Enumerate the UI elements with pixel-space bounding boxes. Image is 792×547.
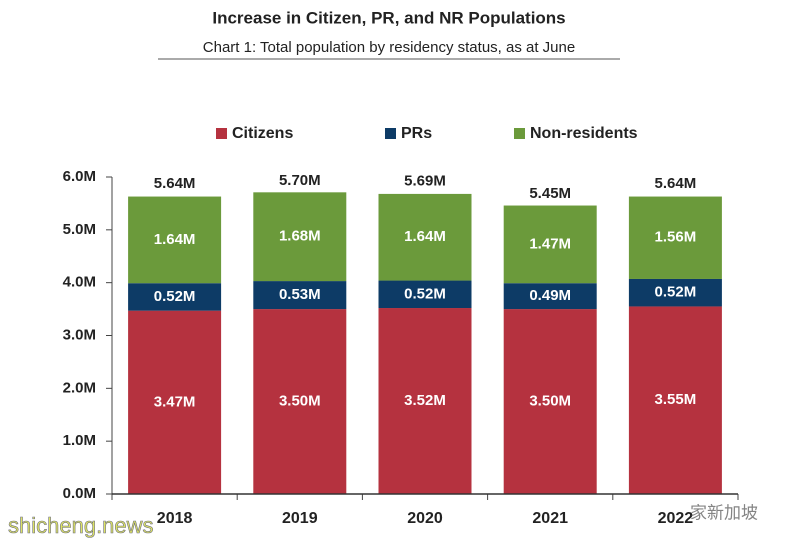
y-tick-label: 6.0M — [63, 168, 96, 185]
chart-subtitle: Chart 1: Total population by residency s… — [203, 39, 575, 56]
total-label: 5.45M — [529, 185, 571, 202]
data-label: 0.53M — [279, 286, 321, 303]
total-label: 5.70M — [279, 172, 321, 189]
bar-segment — [628, 306, 722, 494]
bar-segment — [628, 196, 722, 279]
x-tick-label: 2019 — [282, 510, 318, 527]
bar-segment — [253, 281, 347, 310]
bar-segment — [378, 280, 472, 309]
watermark: 家新加坡 — [690, 503, 758, 522]
legend-label: PRs — [401, 125, 432, 142]
bar-segment — [253, 192, 347, 282]
bar-segment — [503, 205, 597, 284]
x-tick-label: 2022 — [658, 510, 694, 527]
legend-label: Citizens — [232, 125, 293, 142]
total-label: 5.64M — [154, 175, 196, 192]
data-label: 0.52M — [154, 288, 196, 305]
legend-swatch — [514, 128, 525, 139]
data-label: 0.52M — [655, 284, 697, 301]
data-label: 3.50M — [529, 393, 571, 410]
bar-segment — [128, 196, 222, 284]
data-label: 0.49M — [529, 287, 571, 304]
watermark: shicheng.news — [8, 513, 154, 538]
y-tick-label: 4.0M — [63, 274, 96, 291]
x-tick-label: 2018 — [157, 510, 193, 527]
bar-segment — [503, 283, 597, 310]
data-label: 1.64M — [154, 231, 196, 248]
total-label: 5.69M — [404, 172, 446, 189]
data-label: 1.64M — [404, 228, 446, 245]
chart-title: Increase in Citizen, PR, and NR Populati… — [212, 8, 565, 27]
y-tick-label: 1.0M — [63, 432, 96, 449]
bar-segment — [128, 283, 222, 311]
bar-segment — [503, 309, 597, 494]
legend-swatch — [385, 128, 396, 139]
legend-label: Non-residents — [530, 125, 638, 142]
y-tick-label: 5.0M — [63, 221, 96, 238]
data-label: 1.47M — [529, 235, 571, 252]
bar-segment — [378, 193, 472, 281]
x-tick-label: 2021 — [532, 510, 568, 527]
legend-swatch — [216, 128, 227, 139]
data-label: 1.56M — [655, 229, 697, 246]
data-label: 3.52M — [404, 392, 446, 409]
data-label: 3.50M — [279, 393, 321, 410]
data-label: 3.55M — [655, 391, 697, 408]
total-label: 5.64M — [655, 175, 697, 192]
bar-segment — [378, 308, 472, 494]
data-label: 3.47M — [154, 393, 196, 410]
bar-segment — [253, 309, 347, 494]
x-tick-label: 2020 — [407, 510, 443, 527]
y-tick-label: 0.0M — [63, 485, 96, 502]
bar-segment — [628, 278, 722, 307]
y-tick-label: 2.0M — [63, 379, 96, 396]
data-label: 1.68M — [279, 228, 321, 245]
data-label: 0.52M — [404, 285, 446, 302]
y-tick-label: 3.0M — [63, 326, 96, 343]
bar-segment — [128, 310, 222, 494]
